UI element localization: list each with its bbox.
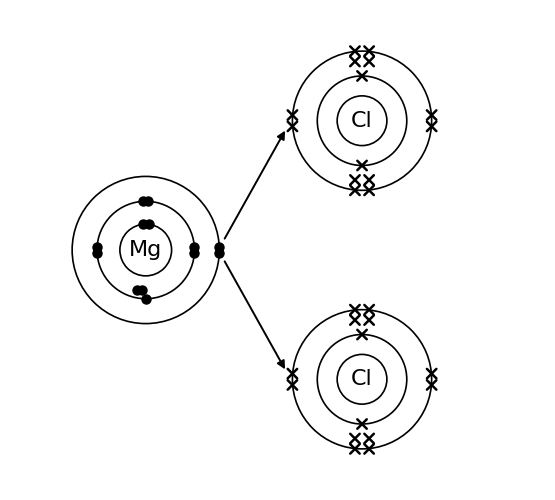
- Text: Mg: Mg: [129, 240, 163, 260]
- Text: Cl: Cl: [351, 370, 373, 390]
- Text: Cl: Cl: [351, 110, 373, 130]
